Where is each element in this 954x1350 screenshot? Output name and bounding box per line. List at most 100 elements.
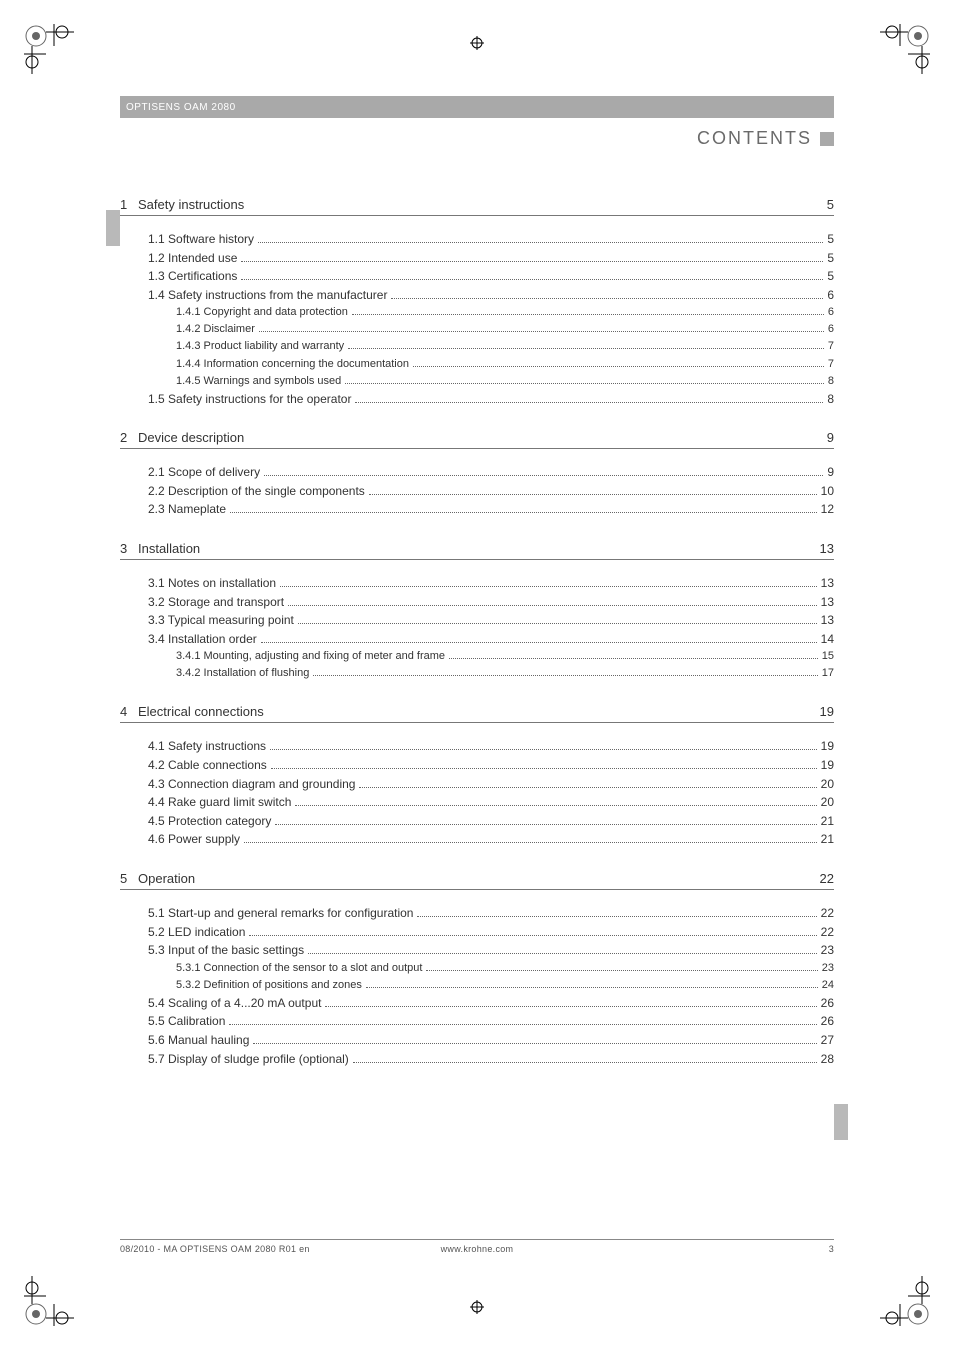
toc-entry-label: 5.7 Display of sludge profile (optional) xyxy=(148,1050,349,1069)
toc-entry-page: 7 xyxy=(828,338,834,355)
toc-entry-label: 1.2 Intended use xyxy=(148,249,237,268)
toc-entry: 4.2 Cable connections 19 xyxy=(120,756,834,775)
toc-leader-dots xyxy=(270,741,817,751)
toc-entry-label: 3.4.1 Mounting, adjusting and fixing of … xyxy=(176,648,445,665)
toc-leader-dots xyxy=(264,467,823,477)
toc-entry-page: 6 xyxy=(828,321,834,338)
toc-entry-page: 5 xyxy=(827,267,834,286)
toc-entry-label: 5.6 Manual hauling xyxy=(148,1031,249,1050)
toc-leader-dots xyxy=(261,633,817,643)
toc-section-number: 2 xyxy=(120,430,138,445)
toc-entry: 5.2 LED indication22 xyxy=(120,923,834,942)
bleed-colorbar xyxy=(106,210,120,246)
toc-entry-page: 22 xyxy=(821,923,834,942)
page-title: CONTENTS xyxy=(697,128,812,149)
toc-entry-page: 27 xyxy=(821,1031,834,1050)
toc-entry-label: 4.6 Power supply xyxy=(148,830,240,849)
crop-mark xyxy=(470,1300,484,1314)
toc-section-number: 1 xyxy=(120,197,138,212)
toc-entry-page: 28 xyxy=(821,1050,834,1069)
toc-entry-label: 4.5 Protection category xyxy=(148,812,271,831)
toc-entry-label: 3.1 Notes on installation xyxy=(148,574,276,593)
footer-center: www.krohne.com xyxy=(358,1244,596,1254)
toc-section-number: 4 xyxy=(120,704,138,719)
toc-entry-label: 2.3 Nameplate xyxy=(148,500,226,519)
crop-mark xyxy=(470,36,484,50)
toc-entry-label: 1.4.1 Copyright and data protection xyxy=(176,304,348,321)
bleed-colorbar xyxy=(834,1104,848,1140)
toc-subentry: 3.4.1 Mounting, adjusting and fixing of … xyxy=(120,648,834,665)
footer-right: 3 xyxy=(596,1244,834,1254)
toc-entry-label: 5.1 Start-up and general remarks for con… xyxy=(148,904,413,923)
toc-entry-page: 19 xyxy=(821,756,834,775)
toc-section-title: Safety instructions xyxy=(138,197,244,212)
toc-entry: 2.2 Description of the single components… xyxy=(120,482,834,501)
toc-entry: 3.3 Typical measuring point13 xyxy=(120,611,834,630)
toc-leader-dots xyxy=(391,289,823,299)
toc-subentry: 5.3.2 Definition of positions and zones 2… xyxy=(120,977,834,994)
toc-leader-dots xyxy=(308,945,817,955)
toc-entry-label: 2.2 Description of the single components xyxy=(148,482,365,501)
footer-left: 08/2010 - MA OPTISENS OAM 2080 R01 en xyxy=(120,1244,358,1254)
toc-entry-label: 5.4 Scaling of a 4...20 mA output xyxy=(148,994,321,1013)
toc-entry: 5.1 Start-up and general remarks for con… xyxy=(120,904,834,923)
toc-entry-page: 8 xyxy=(827,390,834,409)
toc-entry: 1.5 Safety instructions for the operator… xyxy=(120,390,834,409)
toc-leader-dots xyxy=(355,393,823,403)
toc-leader-dots xyxy=(348,341,824,350)
toc-entry-label: 3.4.2 Installation of flushing xyxy=(176,665,309,682)
toc-leader-dots xyxy=(426,962,817,971)
toc-leader-dots xyxy=(353,1053,817,1063)
toc-subentry: 5.3.1 Connection of the sensor to a slot… xyxy=(120,960,834,977)
toc-entry-label: 1.4 Safety instructions from the manufac… xyxy=(148,286,387,305)
toc-leader-dots xyxy=(345,375,824,384)
toc-entry: 3.1 Notes on installation13 xyxy=(120,574,834,593)
toc-entry-page: 12 xyxy=(821,500,834,519)
toc-subentry: 1.4.3 Product liability and warranty 7 xyxy=(120,338,834,355)
toc-leader-dots xyxy=(369,485,817,495)
toc-leader-dots xyxy=(230,504,817,514)
table-of-contents: 1Safety instructions 5 1.1 Software histor… xyxy=(120,197,834,1068)
toc-entry-label: 3.4 Installation order xyxy=(148,630,257,649)
toc-entry-page: 7 xyxy=(828,356,834,373)
title-square-icon xyxy=(820,132,834,146)
toc-entry-page: 19 xyxy=(821,737,834,756)
toc-entry-page: 21 xyxy=(821,830,834,849)
toc-entry-page: 5 xyxy=(827,230,834,249)
toc-section-page: 19 xyxy=(812,704,834,719)
toc-leader-dots xyxy=(241,252,823,262)
toc-entry-page: 26 xyxy=(821,1012,834,1031)
toc-entry-label: 1.1 Software history xyxy=(148,230,254,249)
toc-entry-page: 24 xyxy=(822,977,834,994)
toc-leader-dots xyxy=(288,596,817,606)
toc-entry-label: 4.2 Cable connections xyxy=(148,756,267,775)
toc-entry-label: 5.3.2 Definition of positions and zones xyxy=(176,977,362,994)
toc-entry-page: 21 xyxy=(821,812,834,831)
toc-entry: 1.2 Intended use 5 xyxy=(120,249,834,268)
toc-entry-page: 20 xyxy=(821,775,834,794)
toc-leader-dots xyxy=(352,307,824,316)
toc-entry-label: 5.5 Calibration xyxy=(148,1012,225,1031)
toc-entry-label: 2.1 Scope of delivery xyxy=(148,463,260,482)
toc-subentry: 3.4.2 Installation of flushing 17 xyxy=(120,665,834,682)
toc-leader-dots xyxy=(449,651,818,660)
toc-leader-dots xyxy=(417,907,816,917)
toc-entry-label: 1.3 Certifications xyxy=(148,267,237,286)
toc-leader-dots xyxy=(229,1016,816,1026)
registration-mark xyxy=(880,1276,930,1326)
toc-entry: 2.3 Nameplate 12 xyxy=(120,500,834,519)
toc-entry-label: 3.2 Storage and transport xyxy=(148,593,284,612)
toc-entry-label: 1.4.2 Disclaimer xyxy=(176,321,255,338)
toc-entry-label: 5.3 Input of the basic settings xyxy=(148,941,304,960)
toc-entry-page: 5 xyxy=(827,249,834,268)
toc-entry-page: 17 xyxy=(822,665,834,682)
toc-leader-dots xyxy=(359,778,816,788)
toc-section-number: 5 xyxy=(120,871,138,886)
toc-entry-label: 1.4.3 Product liability and warranty xyxy=(176,338,344,355)
toc-leader-dots xyxy=(298,615,817,625)
toc-section-title: Device description xyxy=(138,430,244,445)
toc-subentry: 1.4.4 Information concerning the documen… xyxy=(120,356,834,373)
toc-entry-page: 8 xyxy=(828,373,834,390)
toc-leader-dots xyxy=(253,1034,816,1044)
toc-leader-dots xyxy=(313,668,817,677)
